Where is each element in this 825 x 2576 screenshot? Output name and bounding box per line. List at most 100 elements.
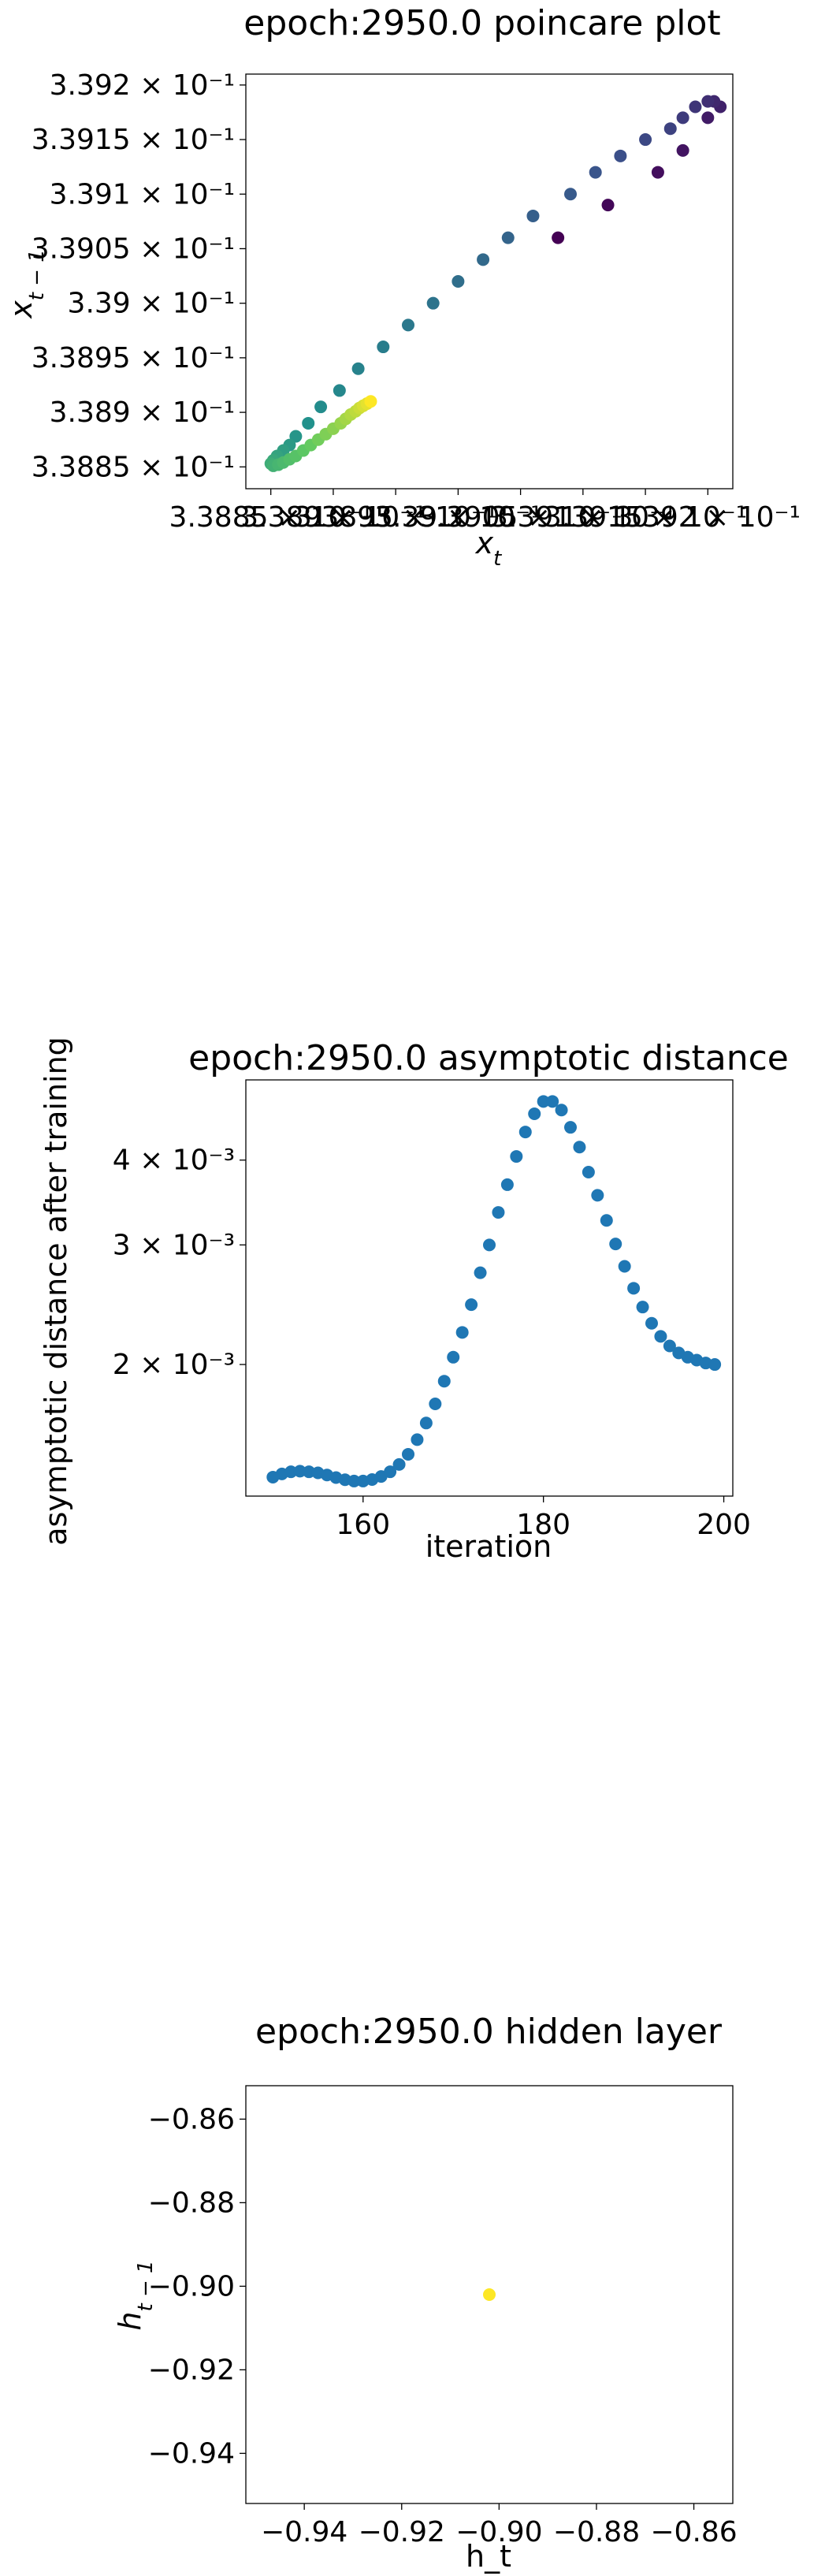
hidden-y-label: ht − 1 <box>113 2260 158 2330</box>
data-point <box>546 1095 559 1108</box>
data-point <box>651 166 664 179</box>
data-point <box>419 1416 433 1430</box>
data-point <box>501 231 515 244</box>
data-point <box>526 209 540 222</box>
x-tick-label: 3.3885 × 10⁻¹ <box>169 501 373 534</box>
data-point <box>364 395 377 408</box>
data-point <box>289 430 303 443</box>
y-tick-label: −0.88 <box>148 2187 235 2219</box>
data-point <box>564 1121 577 1134</box>
y-tick-label: 3.391 × 10⁻¹ <box>50 178 235 210</box>
data-point <box>701 95 715 108</box>
data-point <box>552 231 565 244</box>
asymptotic-y-ticks: 2 × 10⁻³ 3 × 10⁻³ 4 × 10⁻³ <box>113 1145 246 1381</box>
data-point <box>483 2288 496 2301</box>
data-point <box>636 1301 649 1314</box>
data-point <box>447 1350 460 1364</box>
data-point <box>492 1206 505 1219</box>
data-point <box>627 1282 641 1295</box>
data-point <box>663 1339 676 1353</box>
hidden-y-ticks: −0.86 −0.88 −0.90 −0.92 −0.94 <box>148 2103 246 2470</box>
y-tick-label: 3.392 × 10⁻¹ <box>50 69 235 102</box>
data-point <box>609 1238 622 1251</box>
y-tick-label: 4 × 10⁻³ <box>113 1145 235 1177</box>
data-point <box>474 1266 487 1279</box>
x-tick-label: 3.3905 × 10⁻¹ <box>418 501 622 534</box>
asymptotic-x-ticks: 160 180 200 <box>336 1496 751 1541</box>
data-point <box>402 318 414 332</box>
data-point <box>510 1150 523 1163</box>
data-point <box>582 1166 595 1179</box>
poincare-plot: epoch:2950.0 poincare plot 3.3885 × 10⁻¹… <box>4 3 801 571</box>
hidden-layer-plot: epoch:2950.0 hidden layer −0.86 −0.88 −0.9… <box>113 2012 738 2574</box>
x-tick-label: −0.94 <box>261 2516 347 2548</box>
y-tick-label: 3.3915 × 10⁻¹ <box>32 124 235 156</box>
hidden-x-label: h_t <box>466 2539 511 2574</box>
data-point <box>663 122 677 136</box>
data-point <box>573 1141 586 1154</box>
data-point <box>284 1465 298 1479</box>
hidden-layer-title: epoch:2950.0 hidden layer <box>255 2012 723 2052</box>
x-tick-label: −0.92 <box>359 2516 445 2548</box>
x-tick-label: 3.392 × 10⁻¹ <box>615 501 801 534</box>
poincare-x-ticks: 3.3885 × 10⁻¹3.389 × 10⁻¹3.3895 × 10⁻¹3.… <box>169 489 801 534</box>
data-point <box>333 384 346 397</box>
x-tick-label: −0.88 <box>553 2516 640 2548</box>
data-point <box>537 1095 550 1108</box>
x-tick-label: 3.389 × 10⁻¹ <box>240 501 426 534</box>
y-tick-label: −0.86 <box>148 2103 235 2135</box>
data-point <box>500 1178 514 1191</box>
poincare-points <box>264 95 727 472</box>
y-tick-label: 3.3885 × 10⁻¹ <box>32 451 235 483</box>
poincare-plot-title: epoch:2950.0 poincare plot <box>243 3 720 43</box>
hidden-points <box>483 2288 496 2301</box>
asymptotic-x-label: iteration <box>426 1529 552 1564</box>
data-point <box>676 111 689 125</box>
data-point <box>654 1330 667 1343</box>
data-point <box>528 1107 541 1120</box>
data-point <box>589 166 602 179</box>
x-tick-label: −0.90 <box>455 2516 542 2548</box>
y-tick-label: −0.94 <box>148 2437 235 2470</box>
data-point <box>676 143 689 157</box>
asymptotic-plot-frame <box>245 1079 734 1497</box>
data-point <box>708 1358 722 1372</box>
poincare-plot-frame <box>245 73 734 490</box>
data-point <box>645 1316 658 1330</box>
data-point <box>384 1465 397 1479</box>
x-tick-label: 3.3895 × 10⁻¹ <box>294 501 497 534</box>
data-point <box>377 341 390 354</box>
y-tick-label: 3 × 10⁻³ <box>113 1229 235 1261</box>
data-point <box>477 253 490 266</box>
y-tick-label: 3.389 × 10⁻¹ <box>50 396 235 429</box>
y-tick-label: 3.3905 × 10⁻¹ <box>32 233 235 265</box>
y-tick-label: −0.90 <box>148 2270 235 2302</box>
data-point <box>347 1474 361 1487</box>
data-point <box>392 1457 406 1471</box>
data-point <box>564 188 577 201</box>
data-point <box>455 1326 469 1339</box>
data-point <box>483 1238 496 1252</box>
y-tick-label: −0.92 <box>148 2354 235 2386</box>
data-point <box>351 362 365 375</box>
x-tick-label: 200 <box>697 1509 751 1541</box>
x-tick-label: 3.3915 × 10⁻¹ <box>544 501 747 534</box>
x-tick-label: 160 <box>336 1509 390 1541</box>
data-point <box>555 1104 568 1117</box>
data-point <box>701 111 715 125</box>
data-point <box>429 1397 442 1410</box>
data-point <box>639 133 652 147</box>
y-tick-label: 2 × 10⁻³ <box>113 1349 235 1381</box>
data-point <box>614 149 627 162</box>
data-point <box>600 1214 613 1227</box>
asymptotic-plot-title: epoch:2950.0 asymptotic distance <box>188 1038 789 1078</box>
hidden-layer-frame <box>245 2085 734 2504</box>
data-point <box>601 199 615 212</box>
y-tick-label: 3.3895 × 10⁻¹ <box>32 342 235 374</box>
hidden-x-ticks: −0.94 −0.92 −0.90 −0.88 −0.86 <box>261 2503 738 2548</box>
data-point <box>465 1298 478 1312</box>
x-tick-label: 3.391 × 10⁻¹ <box>490 501 675 534</box>
data-point <box>426 296 440 310</box>
y-tick-label: 3.39 × 10⁻¹ <box>68 288 235 320</box>
